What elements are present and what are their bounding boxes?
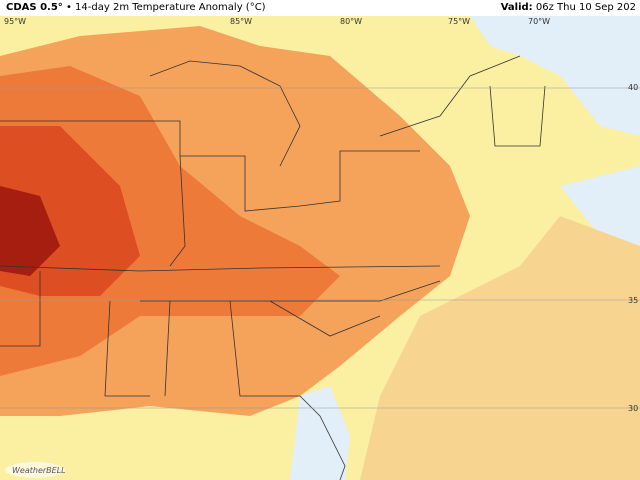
- model-name: CDAS 0.5°: [6, 2, 63, 13]
- latitude-label: 30: [628, 404, 638, 413]
- warm-anomaly: [360, 216, 640, 480]
- valid-time: 06z Thu 10 Sep 202: [535, 2, 636, 13]
- longitude-label: 70°W: [528, 17, 550, 26]
- cool-anomaly: [470, 16, 640, 136]
- valid-label: Valid:: [500, 2, 533, 13]
- header-left: CDAS 0.5° • 14-day 2m Temperature Anomal…: [6, 2, 266, 13]
- borders: [0, 55, 546, 480]
- longitude-label: 80°W: [340, 17, 362, 26]
- latitude-label: 40: [628, 83, 638, 92]
- longitude-label: 75°W: [448, 17, 470, 26]
- watermark-bg: [5, 462, 65, 478]
- header: CDAS 0.5° • 14-day 2m Temperature Anomal…: [0, 0, 640, 16]
- graticule: [0, 87, 640, 409]
- longitude-label: 85°W: [230, 17, 252, 26]
- warm-anomaly: [0, 66, 340, 376]
- watermark: WeatherBELL: [12, 466, 66, 475]
- latitude-label: 35: [628, 296, 638, 305]
- map: 95°W 85°W 80°W 75°W 70°W 40 35 30 Weathe…: [0, 16, 640, 480]
- header-right: Valid: 06z Thu 10 Sep 202: [501, 0, 636, 16]
- strongest-warm-anomaly: [0, 186, 60, 276]
- longitude-label: 95°W: [4, 17, 26, 26]
- cool-anomaly: [290, 386, 350, 480]
- map-title: 14-day 2m Temperature Anomaly (°C): [75, 2, 266, 13]
- cool-anomaly: [560, 166, 640, 256]
